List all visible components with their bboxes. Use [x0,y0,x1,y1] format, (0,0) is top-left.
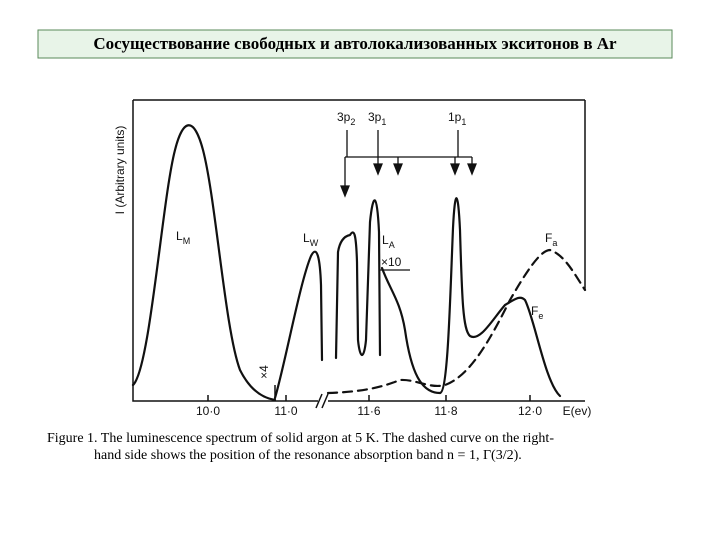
label-main: L [382,233,389,247]
x-axis-label: E(ev) [563,404,592,418]
figure-label: LA [382,233,395,250]
x-tick-label: 11·0 [274,404,297,418]
figure-label: 3p1 [368,110,386,127]
caption-line: hand side shows the position of the reso… [94,448,522,463]
figure-label: LW [303,231,319,248]
arrows [340,130,477,271]
figure-label: 1p1 [448,110,466,127]
label-sub: A [389,240,395,250]
figure-label: Fa [545,231,557,248]
label-sub: 1 [381,117,386,127]
spectrum [131,124,587,402]
label-main: F [531,304,538,318]
caption-line: Figure 1. The luminescence spectrum of s… [47,431,554,446]
x-tick-label: 11·8 [434,404,457,418]
label-sub: M [183,236,191,246]
x-tick-label: 12·0 [518,404,542,418]
label-main: 3p [337,110,351,124]
figure-label: LM [176,229,190,246]
figure-frame [132,99,586,409]
label-sub: e [538,311,543,321]
label-main: L [176,229,183,243]
label-main: L [303,231,310,245]
scale-mark: ×4 [257,365,271,379]
y-axis-label: I (Arbitrary units) [113,126,127,215]
label-sub: 2 [350,117,355,127]
label-sub: W [310,238,319,248]
figure-label: 3p2 [337,110,355,127]
label-main: 3p [368,110,382,124]
x-tick-label: 10·0 [196,404,220,418]
title: Сосуществование свободных и автолокализо… [93,34,617,53]
scale-mark: ×10 [381,255,402,269]
label-main: F [545,231,552,245]
label-sub: 1 [461,117,466,127]
title-box [37,29,673,59]
x-tick-label: 11·6 [357,404,380,418]
figure-label: Fe [531,304,543,321]
label-main: 1p [448,110,462,124]
label-sub: a [552,238,557,248]
